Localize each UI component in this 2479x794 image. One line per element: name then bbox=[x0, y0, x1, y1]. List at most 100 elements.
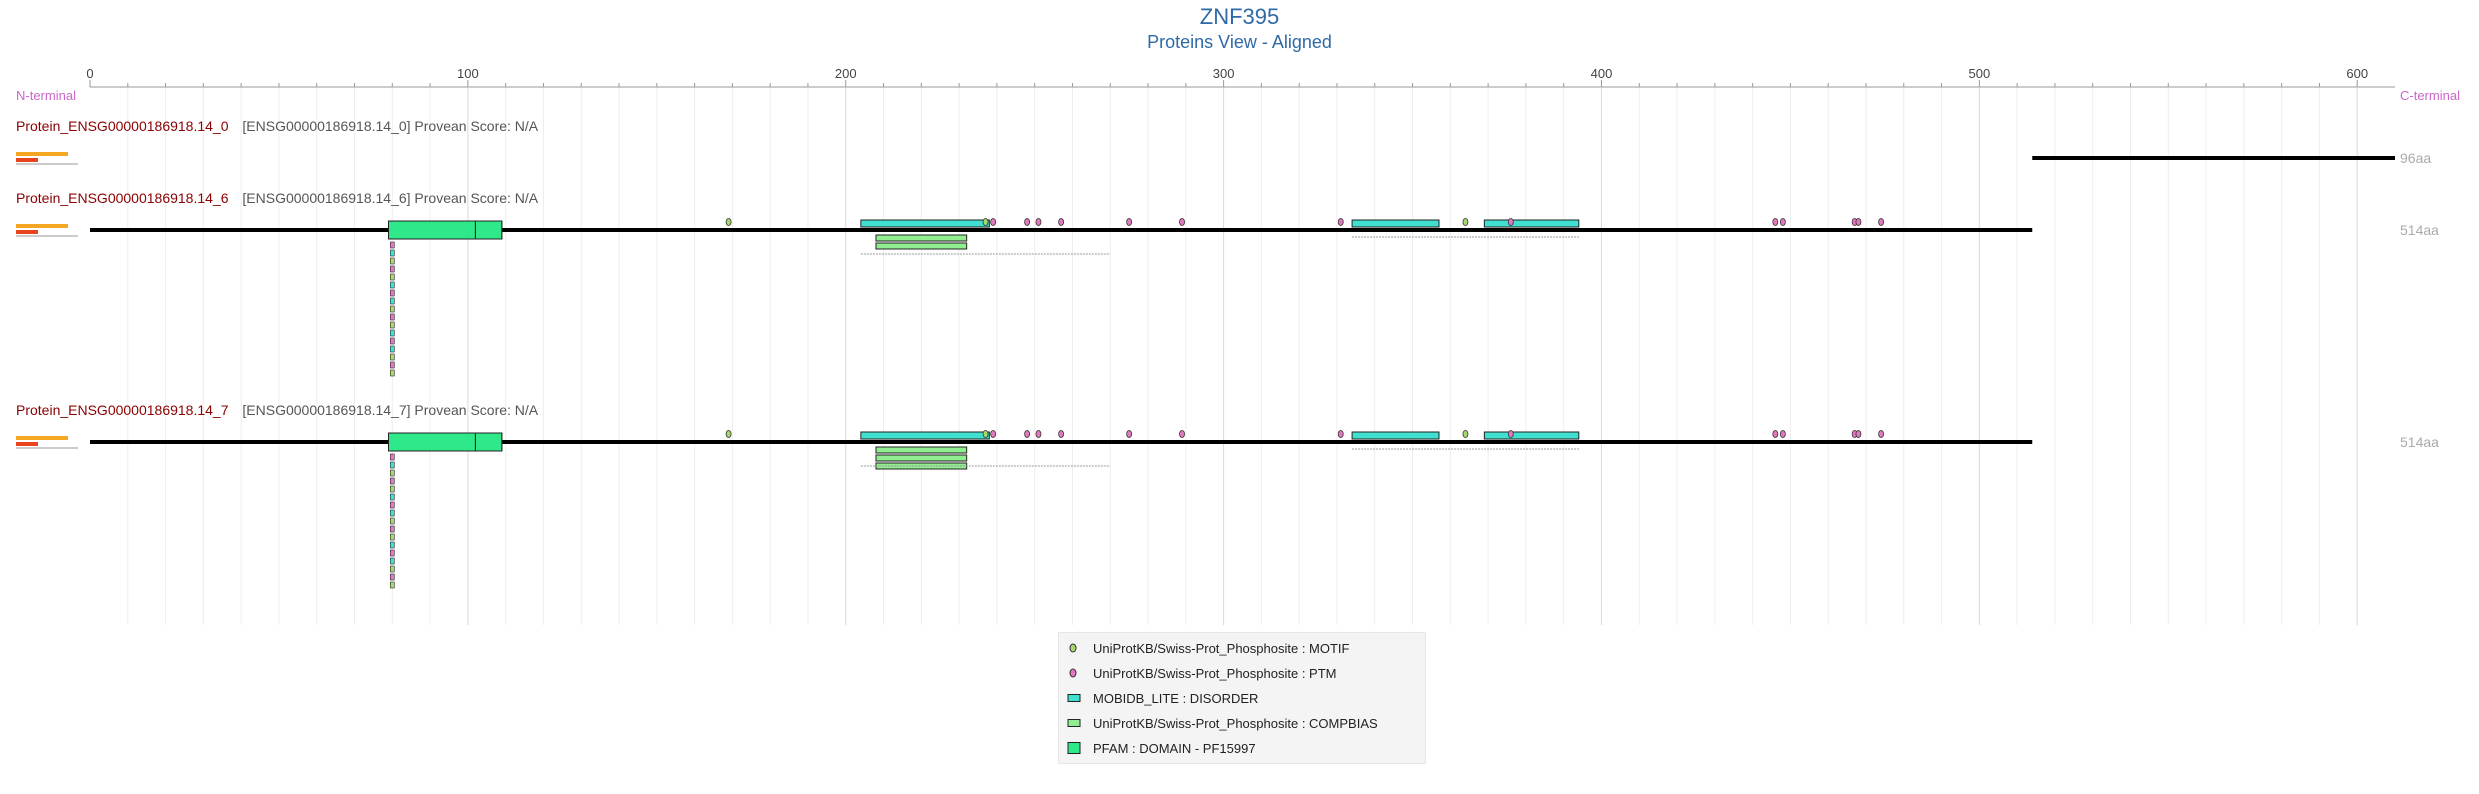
site-stack-marker bbox=[389, 305, 395, 313]
site-stack-marker bbox=[389, 581, 395, 589]
ptm-site bbox=[1058, 218, 1065, 226]
legend-item-domain: PFAM : DOMAIN - PF15997 bbox=[1065, 737, 1256, 759]
ptm-site bbox=[1507, 218, 1514, 226]
legend-item-motif: UniProtKB/Swiss-Prot_Phosphosite : MOTIF bbox=[1065, 637, 1349, 659]
axis-tick-label: 500 bbox=[1968, 66, 1990, 81]
c-terminal-label: C-terminal bbox=[2400, 88, 2460, 103]
site-stack-marker bbox=[389, 241, 395, 249]
site-stack-marker bbox=[389, 461, 395, 469]
motif-site bbox=[725, 430, 732, 438]
pfam-domain bbox=[388, 220, 476, 240]
site-stack-marker bbox=[389, 297, 395, 305]
disorder-region bbox=[1351, 431, 1440, 440]
ptm-site bbox=[1772, 430, 1779, 438]
ptm-site bbox=[1035, 218, 1042, 226]
disorder-region bbox=[860, 219, 990, 228]
ptm-site bbox=[1779, 218, 1786, 226]
compbias-region bbox=[875, 242, 968, 250]
legend-symbol-domain bbox=[1067, 742, 1081, 754]
site-stack-marker bbox=[389, 541, 395, 549]
axis-tick-label: 200 bbox=[835, 66, 857, 81]
score-bar bbox=[16, 158, 38, 162]
site-stack-marker bbox=[389, 453, 395, 461]
site-stack-marker bbox=[389, 509, 395, 517]
motif-site bbox=[982, 430, 989, 438]
site-stack-marker bbox=[389, 265, 395, 273]
ptm-site bbox=[1878, 218, 1884, 226]
chart-subtitle: Proteins View - Aligned bbox=[1147, 32, 1332, 52]
disorder-region bbox=[1351, 219, 1440, 228]
motif-site bbox=[1462, 430, 1469, 438]
axis-tick-label: 300 bbox=[1213, 66, 1235, 81]
disorder-region bbox=[1483, 219, 1580, 228]
protein-info: [ENSG00000186918.14_6] Provean Score: N/… bbox=[242, 190, 538, 206]
legend-label: MOBIDB_LITE : DISORDER bbox=[1093, 690, 1259, 706]
legend-label: UniProtKB/Swiss-Prot_Phosphosite : PTM bbox=[1093, 665, 1337, 681]
ptm-site bbox=[1058, 430, 1065, 438]
compbias-region bbox=[875, 454, 968, 462]
compbias-region bbox=[875, 234, 968, 242]
site-stack-marker bbox=[389, 257, 395, 265]
ptm-site bbox=[990, 218, 997, 226]
site-stack-marker bbox=[389, 565, 395, 573]
legend-item-ptm: UniProtKB/Swiss-Prot_Phosphosite : PTM bbox=[1065, 662, 1336, 684]
site-stack-marker bbox=[389, 361, 395, 369]
legend-item-compbias: UniProtKB/Swiss-Prot_Phosphosite : COMPB… bbox=[1065, 712, 1378, 734]
ptm-site bbox=[1779, 430, 1786, 438]
site-stack-marker bbox=[389, 249, 395, 257]
axis-tick-label: 100 bbox=[457, 66, 479, 81]
ptm-site bbox=[1179, 218, 1185, 226]
site-stack-marker bbox=[389, 525, 395, 533]
protein-info: [ENSG00000186918.14_7] Provean Score: N/… bbox=[242, 402, 538, 418]
pfam-domain bbox=[474, 432, 503, 452]
motif-site bbox=[725, 218, 732, 226]
axis-tick-label: 0 bbox=[86, 66, 93, 81]
compbias-region bbox=[875, 446, 968, 454]
legend-symbol-motif bbox=[1069, 643, 1077, 653]
site-stack-marker bbox=[389, 321, 395, 329]
score-bar bbox=[16, 224, 68, 228]
ptm-site bbox=[1179, 430, 1185, 438]
axis-tick-label: 400 bbox=[1591, 66, 1613, 81]
site-stack-marker bbox=[389, 329, 395, 337]
ptm-site bbox=[1024, 218, 1031, 226]
score-bar bbox=[16, 152, 68, 156]
ptm-site bbox=[1126, 218, 1133, 226]
ptm-site bbox=[1337, 218, 1344, 226]
site-stack-marker bbox=[389, 501, 395, 509]
pfam-domain bbox=[388, 432, 476, 452]
score-bar bbox=[16, 436, 68, 440]
protein-length-label: 514aa bbox=[2400, 222, 2439, 238]
ptm-site bbox=[1855, 218, 1862, 226]
protein-length-label: 96aa bbox=[2400, 150, 2431, 166]
site-stack-marker bbox=[389, 573, 395, 581]
disorder-region bbox=[1483, 431, 1580, 440]
legend-label: UniProtKB/Swiss-Prot_Phosphosite : COMPB… bbox=[1093, 715, 1378, 731]
site-stack-marker bbox=[389, 493, 395, 501]
score-bar bbox=[16, 442, 38, 446]
site-stack-marker bbox=[389, 477, 395, 485]
ptm-site bbox=[1855, 430, 1862, 438]
ptm-site bbox=[1337, 430, 1344, 438]
site-stack-marker bbox=[389, 289, 395, 297]
site-stack-marker bbox=[389, 369, 395, 377]
legend-label: PFAM : DOMAIN - PF15997 bbox=[1093, 740, 1256, 756]
ptm-site bbox=[1024, 430, 1031, 438]
position-axis: N-terminal C-terminal 0 100 200 300 400 500 60… bbox=[16, 66, 2460, 103]
site-stack-marker bbox=[389, 557, 395, 565]
legend-label: UniProtKB/Swiss-Prot_Phosphosite : MOTIF bbox=[1093, 640, 1350, 656]
protein-length-label: 514aa bbox=[2400, 434, 2439, 450]
protein-tracks: Protein_ENSG00000186918.14_0 [ENSG0000018… bbox=[16, 118, 2439, 589]
site-stack-marker bbox=[389, 337, 395, 345]
ptm-site bbox=[1772, 218, 1779, 226]
ptm-site bbox=[1507, 430, 1514, 438]
legend-symbol-ptm bbox=[1069, 668, 1077, 678]
legend-symbol-compbias bbox=[1067, 719, 1081, 727]
score-bar bbox=[16, 230, 38, 234]
protein-info: [ENSG00000186918.14_0] Provean Score: N/… bbox=[242, 118, 538, 134]
site-stack-marker bbox=[389, 281, 395, 289]
site-stack-marker bbox=[389, 273, 395, 281]
site-stack-marker bbox=[389, 549, 395, 557]
legend-symbol-disorder bbox=[1067, 694, 1081, 702]
